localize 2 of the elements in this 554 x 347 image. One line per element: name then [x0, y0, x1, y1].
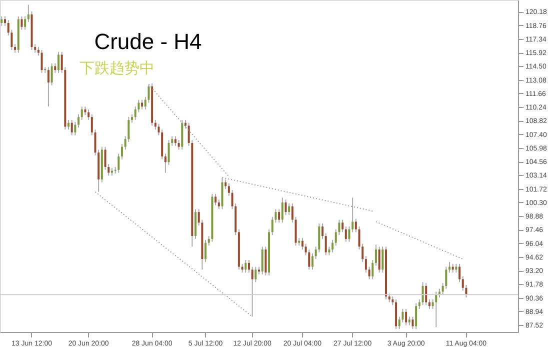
text: 下跌趋势中: [80, 59, 154, 77]
text: Crude - H4: [94, 29, 202, 54]
